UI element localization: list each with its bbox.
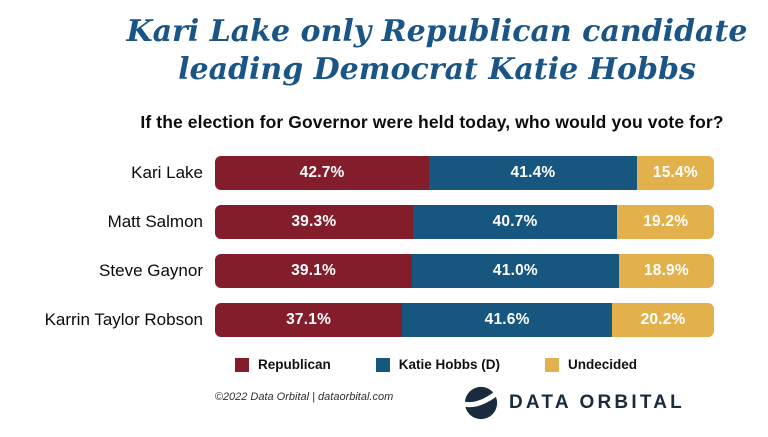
bar-segment: 15.4%: [636, 156, 714, 190]
candidate-label: Matt Salmon: [107, 212, 203, 231]
chart-row: Matt Salmon 39.3% 40.7% 19.2%: [0, 205, 714, 239]
bar-segment: 39.3%: [215, 205, 413, 239]
bar-segment: 19.2%: [617, 205, 714, 239]
chart-row: Steve Gaynor 39.1% 41.0% 18.9%: [0, 254, 714, 288]
bar-segment: 42.7%: [215, 156, 430, 190]
stacked-bar-chart: Kari Lake 42.7% 41.4% 15.4% Matt Salmon 39.3%…: [0, 156, 714, 352]
legend-item: Republican: [235, 357, 331, 372]
logo-wordmark: DATA ORBITAL: [509, 392, 685, 413]
legend-label: Republican: [258, 357, 331, 372]
bar-segment: 41.4%: [429, 156, 637, 190]
chart-title: Kari Lake only Republican candidate lead…: [87, 13, 768, 89]
chart-row: Karrin Taylor Robson 37.1% 41.6% 20.2%: [0, 303, 714, 337]
bar-segment: 37.1%: [215, 303, 403, 337]
legend-label: Undecided: [567, 357, 637, 372]
copyright-text: ©2022 Data Orbital | dataorbital.com: [214, 391, 394, 403]
stacked-bar: 39.1% 41.0% 18.9%: [215, 254, 714, 288]
stacked-bar: 42.7% 41.4% 15.4%: [215, 156, 714, 190]
data-orbital-sphere-icon: [464, 386, 498, 420]
chart-row: Kari Lake 42.7% 41.4% 15.4%: [0, 156, 714, 190]
candidate-label: Karrin Taylor Robson: [44, 310, 203, 329]
legend-label: Katie Hobbs (D): [398, 357, 500, 372]
legend-item: Katie Hobbs (D): [375, 357, 500, 372]
bar-segment: 41.6%: [402, 303, 613, 337]
legend-item: Undecided: [544, 357, 637, 372]
bar-segment: 40.7%: [412, 205, 618, 239]
chart-legend: Republican Katie Hobbs (D) Undecided: [235, 357, 637, 372]
legend-swatch-icon: [544, 357, 559, 372]
candidate-label: Steve Gaynor: [99, 261, 203, 280]
data-orbital-logo: DATA ORBITAL: [464, 386, 685, 420]
legend-swatch-icon: [235, 357, 249, 372]
chart-title-line2: leading Democrat Katie Hobbs: [178, 52, 696, 87]
stacked-bar: 39.3% 40.7% 19.2%: [215, 205, 714, 239]
stacked-bar: 37.1% 41.6% 20.2%: [215, 303, 714, 337]
candidate-label: Kari Lake: [131, 163, 203, 182]
bar-segment: 39.1%: [215, 254, 413, 288]
poll-question: If the election for Governor were held t…: [140, 112, 724, 132]
chart-title-line1: Kari Lake only Republican candidate: [126, 14, 748, 49]
bar-segment: 41.0%: [412, 254, 619, 288]
bar-segment: 20.2%: [612, 303, 714, 337]
bar-segment: 18.9%: [618, 254, 714, 288]
legend-swatch-icon: [375, 357, 390, 372]
